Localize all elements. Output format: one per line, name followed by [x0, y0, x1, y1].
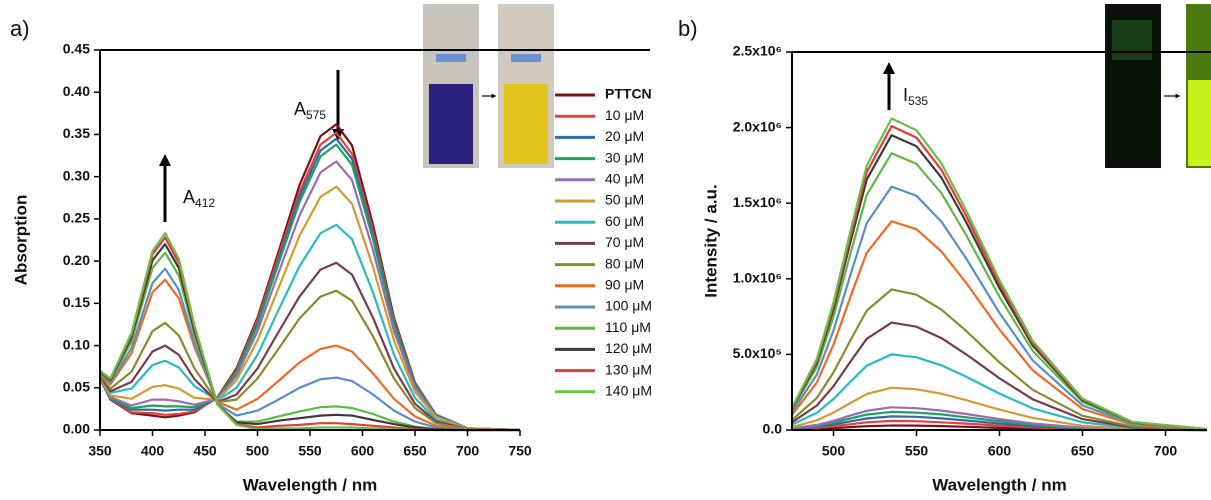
legend-label: 70 μM: [605, 234, 644, 250]
spectrum-line: [791, 220, 1208, 431]
legend-label: PTTCN: [605, 86, 652, 102]
spectrum-line: [99, 143, 521, 432]
inset-photos-a: [423, 4, 554, 168]
spectrum-line: [99, 267, 520, 432]
spectrum-line: [791, 125, 1208, 431]
x-tick-label: 500: [822, 443, 846, 459]
y-tick-label: 0.00: [63, 421, 90, 437]
spectrum-line: [791, 152, 1208, 431]
legend-label: 110 μM: [605, 319, 651, 335]
spectrum-line: [99, 236, 520, 432]
y-tick-label: 0.30: [63, 167, 90, 183]
x-tick-label: 700: [456, 443, 480, 459]
x-tick-label: 600: [351, 443, 375, 459]
annotation-text: I: [903, 85, 908, 105]
spectrum-line: [99, 223, 521, 432]
y-tick-label: 0.45: [63, 41, 90, 57]
spectrum-line: [791, 117, 1208, 431]
legend-label: 30 μM: [605, 149, 644, 165]
legend-label: 140 μM: [605, 383, 652, 399]
legend-label: 10 μM: [605, 107, 644, 123]
spectrum-line: [99, 160, 521, 432]
annotation-text: A: [183, 187, 195, 207]
y-tick-label: 0.10: [63, 336, 90, 352]
spectrum-line: [99, 251, 520, 432]
y-tick-label: 0.20: [63, 252, 90, 268]
annotation-subscript: 575: [306, 108, 326, 122]
spectrum-line: [99, 243, 520, 432]
y-tick-label: 1.0x10⁶: [733, 270, 782, 286]
legend-label: 20 μM: [605, 128, 644, 144]
spectrum-line: [99, 289, 521, 432]
annotation: I535: [903, 85, 928, 108]
spectrum-line: [99, 185, 521, 432]
x-tick-label: 350: [88, 443, 112, 459]
inset-photos-b: [1105, 4, 1211, 168]
x-tick-label: 550: [905, 443, 929, 459]
legend-label: 60 μM: [605, 213, 644, 229]
x-tick-label: 650: [1071, 443, 1095, 459]
x-tick-label: 500: [246, 443, 270, 459]
y-tick-label: 0.0: [763, 421, 783, 437]
annotation-subscript: 412: [195, 196, 215, 210]
legend-label: 80 μM: [605, 255, 644, 271]
spectrum-line: [791, 288, 1208, 431]
y-tick-label: 0.35: [63, 125, 90, 141]
x-tick-label: 650: [403, 443, 427, 459]
legend-label: 130 μM: [605, 361, 652, 377]
panel-label: a): [10, 16, 30, 41]
y-tick-label: 2.5x10⁶: [733, 43, 782, 59]
annotation-text: A: [294, 99, 306, 119]
panel-label: b): [678, 16, 698, 41]
x-tick-label: 600: [988, 443, 1012, 459]
spectrum-line: [791, 353, 1208, 431]
legend-label: 100 μM: [605, 298, 652, 314]
x-tick-label: 450: [193, 443, 217, 459]
spectrum-line: [791, 185, 1208, 431]
y-axis-label: Absorption: [11, 195, 30, 286]
x-axis-label: Wavelength / nm: [932, 475, 1066, 494]
spectrum-line: [99, 278, 521, 432]
y-tick-label: 0.25: [63, 210, 90, 226]
y-tick-label: 5.0x10⁵: [733, 345, 782, 361]
y-tick-label: 0.05: [63, 378, 90, 394]
x-tick-label: 700: [1154, 443, 1178, 459]
spectrum-line: [791, 406, 1208, 432]
legend-label: 90 μM: [605, 277, 644, 293]
y-tick-label: 1.5x10⁶: [733, 194, 782, 210]
legend-label: 50 μM: [605, 192, 644, 208]
y-tick-label: 0.15: [63, 294, 90, 310]
legend-label: 120 μM: [605, 340, 652, 356]
x-tick-label: 550: [298, 443, 322, 459]
spectrum-line: [99, 261, 521, 432]
x-tick-label: 400: [141, 443, 165, 459]
annotation: A412: [183, 187, 215, 210]
y-tick-label: 2.0x10⁶: [733, 118, 782, 134]
annotation: A575: [294, 99, 326, 122]
y-tick-label: 0.40: [63, 83, 90, 99]
y-axis-label: Intensity / a.u.: [701, 184, 720, 297]
annotation-subscript: 535: [908, 94, 928, 108]
spectrum-line: [791, 321, 1208, 431]
x-axis-label: Wavelength / nm: [243, 475, 377, 494]
spectrum-line: [791, 386, 1208, 431]
x-tick-label: 750: [508, 443, 532, 459]
legend-label: 40 μM: [605, 171, 644, 187]
